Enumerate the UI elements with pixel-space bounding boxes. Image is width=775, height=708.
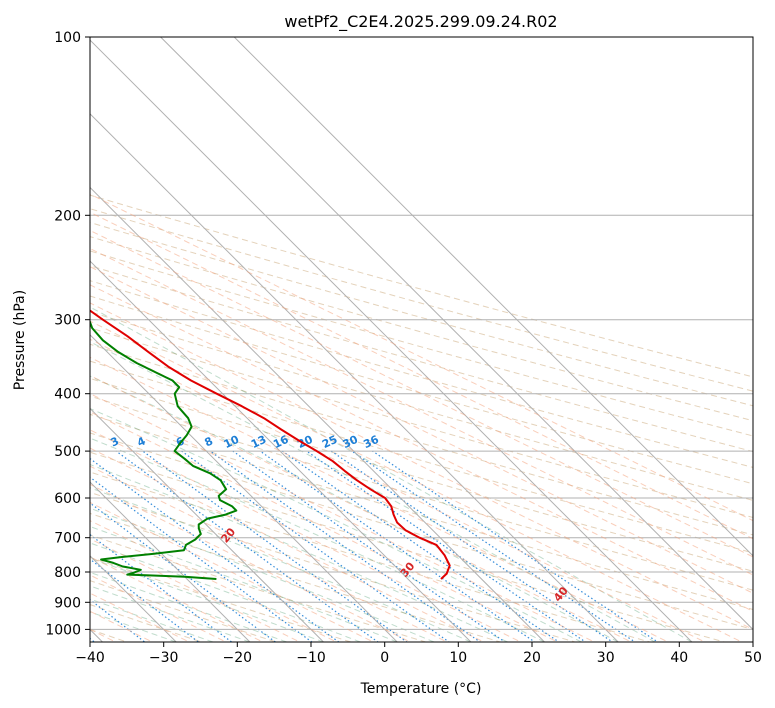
mixing-ratio-label: 25	[320, 433, 339, 451]
mixing-ratio-line	[142, 450, 408, 642]
isotherm-line	[90, 260, 472, 642]
theta-e-line	[90, 266, 753, 594]
theta-e-line	[90, 229, 753, 558]
theta-e-line	[90, 320, 743, 642]
x-tick-label: 0	[380, 650, 389, 666]
dry-adiabat-line	[90, 471, 652, 642]
mixing-ratio-label: 10	[222, 433, 242, 451]
y-tick-label: 100	[54, 30, 81, 46]
y-tick-label: 800	[54, 565, 81, 581]
dry-adiabat-line	[90, 250, 753, 437]
mixing-ratio-lines	[90, 450, 659, 642]
y-tick-label: 300	[54, 313, 81, 329]
isotherm-line	[90, 334, 398, 642]
plot-area: -100-90-80-70-60-50-40-30-20-10010203040…	[90, 37, 753, 642]
isotherm-line	[90, 186, 546, 642]
moist-adiabat-line	[90, 571, 287, 642]
moist-adiabat-line	[90, 525, 398, 642]
moist-adiabat-line	[90, 487, 472, 642]
y-tick-label: 500	[54, 444, 81, 460]
dry-adiabat-line	[90, 360, 753, 554]
dry-adiabat-line	[90, 451, 727, 642]
dry-adiabat-line	[90, 491, 577, 642]
chart-title: wetPf2_C2E4.2025.299.09.24.R02	[284, 12, 557, 32]
isotherm-line	[159, 37, 753, 631]
temperature-profile	[90, 309, 451, 580]
x-tick-label: −40	[75, 650, 105, 666]
x-tick-label: 10	[449, 650, 467, 666]
moist-adiabat-line	[90, 407, 582, 642]
x-tick-label: −30	[149, 650, 179, 666]
theta-e-line	[90, 211, 753, 540]
dry-adiabat-line	[90, 377, 753, 572]
y-tick-label: 200	[54, 208, 81, 224]
mixing-ratio-line	[209, 450, 482, 642]
moist-adiabat-line	[90, 463, 508, 642]
theta-e-line	[90, 247, 753, 576]
dry-adiabat-line	[90, 236, 753, 422]
theta-e-line	[90, 302, 753, 630]
isotherm-line	[90, 113, 619, 642]
theta-e-line	[90, 193, 753, 522]
mixing-ratio-label: 30	[341, 433, 361, 451]
plot-frame	[89, 36, 754, 643]
x-tick-label: −20	[223, 650, 253, 666]
mixing-ratio-line	[90, 457, 340, 642]
moist-adiabat-line	[90, 375, 619, 642]
x-tick-label: 20	[523, 650, 541, 666]
moist-adiabat-line	[90, 507, 435, 642]
mixing-ratio-line	[232, 450, 506, 642]
mixing-ratio-line	[259, 450, 536, 642]
profiles	[90, 309, 451, 580]
isotherm-line	[90, 39, 693, 642]
mixing-ratio-line	[306, 450, 587, 642]
dewpoint-profile	[90, 319, 238, 580]
moist-adiabat-line	[90, 437, 545, 642]
mixing-ratio-line	[330, 450, 614, 642]
isotherm-line	[233, 37, 753, 557]
mixing-ratio-label: 36	[361, 433, 381, 451]
x-tick-label: 30	[597, 650, 615, 666]
dry-adiabat-line	[90, 395, 753, 591]
y-axis-ticks: 100 200 300 400 500 600 700 800 900 1000	[45, 30, 90, 638]
y-tick-label: 700	[54, 531, 81, 547]
dry-adiabat-line	[90, 311, 753, 501]
grid-lines	[90, 37, 753, 642]
x-tick-label: 50	[744, 650, 762, 666]
y-tick-label: 1000	[45, 622, 81, 638]
y-axis-label: Pressure (hPa)	[12, 290, 28, 390]
mixing-ratio-line	[90, 502, 277, 642]
mixing-ratio-line	[90, 476, 313, 642]
theta-e-line	[90, 284, 753, 612]
dry-adiabat-line	[90, 221, 753, 407]
mixing-ratio-label: 13	[249, 433, 268, 451]
mixing-ratio-line	[90, 533, 233, 642]
isotherm-line	[90, 481, 251, 642]
mixing-ratio-line	[115, 450, 379, 642]
mixing-ratio-label: 16	[271, 433, 291, 451]
x-tick-label: 40	[670, 650, 688, 666]
isotherm-line	[90, 407, 325, 642]
x-axis-ticks: −40 −30 −20 −10 0 10 20 30 40 50	[75, 642, 762, 666]
x-axis-label: Temperature (°C)	[360, 681, 482, 697]
mixing-ratio-line	[282, 450, 560, 642]
x-tick-label: −10	[296, 650, 326, 666]
y-tick-label: 600	[54, 491, 81, 507]
y-tick-label: 400	[54, 387, 81, 403]
mixing-ratio-line	[351, 450, 637, 642]
y-tick-label: 900	[54, 595, 81, 611]
